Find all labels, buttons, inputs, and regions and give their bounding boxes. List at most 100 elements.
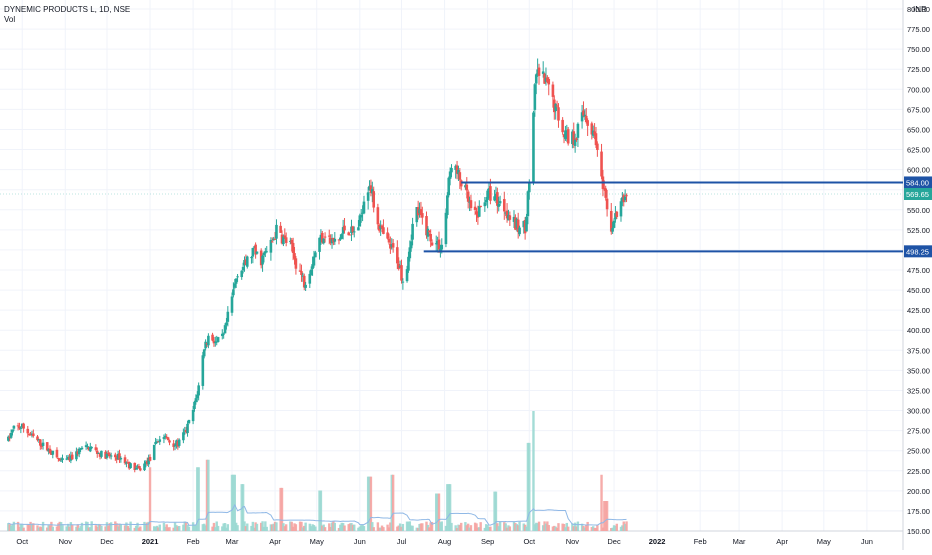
candle-body <box>489 186 492 201</box>
volume-bar <box>430 521 434 531</box>
volume-bar <box>265 526 268 531</box>
candle-body <box>7 436 10 441</box>
candle-body <box>125 462 128 464</box>
volume-bar <box>264 521 267 531</box>
legend: DYNEMIC PRODUCTS L, 1D, NSE Vol <box>4 5 130 25</box>
volume-bar <box>273 521 277 531</box>
volume-bar <box>479 522 482 531</box>
candle-body <box>580 112 584 122</box>
candle-body <box>440 244 444 250</box>
volume-bar <box>386 524 389 531</box>
candle-body <box>11 429 14 433</box>
price-tick-label: 275.00 <box>907 427 930 436</box>
candle-body <box>496 192 499 206</box>
time-tick-label: Mar <box>226 537 239 546</box>
volume-bar <box>562 523 566 531</box>
candle-body <box>486 190 489 200</box>
volume-bar <box>389 522 392 531</box>
volume-bar <box>440 521 443 531</box>
candle-body <box>458 172 462 180</box>
volume-bar <box>212 522 216 531</box>
volume-bar <box>333 522 337 531</box>
candle-body <box>457 170 460 175</box>
volume-bar <box>610 527 613 531</box>
volume-bar <box>547 525 550 531</box>
volume-bar <box>27 525 31 531</box>
candle-body <box>109 455 113 457</box>
candle-body <box>387 238 391 243</box>
time-tick-label: 2021 <box>142 537 159 546</box>
candle-body <box>119 458 123 460</box>
candle-body <box>312 256 316 266</box>
price-tick-label: 775.00 <box>907 25 930 34</box>
candle-body <box>562 134 566 138</box>
volume-bar <box>58 521 61 531</box>
candle-body <box>232 289 235 296</box>
volume-bar <box>291 526 295 531</box>
candle-body <box>573 139 577 146</box>
level-price-label-bg <box>904 176 932 189</box>
volume-bar <box>537 521 541 531</box>
candle-body <box>175 440 178 446</box>
volume-bar <box>318 490 321 531</box>
candle-body <box>408 247 412 259</box>
candle-body <box>265 251 269 253</box>
volume-bar <box>250 525 253 531</box>
candle-body <box>59 460 63 462</box>
candle-body <box>137 466 141 469</box>
candle-body <box>40 445 43 447</box>
volume-bar <box>444 525 448 531</box>
volume-bar <box>576 521 580 531</box>
candle-body <box>483 202 487 207</box>
volume-bar <box>314 526 317 531</box>
price-tick-label: 450.00 <box>907 286 930 295</box>
candle-body <box>166 437 170 441</box>
candle-body <box>398 266 402 268</box>
candle-body <box>270 241 274 243</box>
volume-bar <box>232 474 235 531</box>
volume-bar <box>211 526 214 531</box>
price-tick-label: 650.00 <box>907 125 930 134</box>
volume-bar <box>298 521 302 531</box>
candle-body <box>339 237 342 240</box>
candle-body <box>401 281 405 283</box>
candle-body <box>134 468 138 470</box>
volume-bar <box>84 521 88 531</box>
candle-body <box>245 256 249 267</box>
candle-body <box>308 273 312 284</box>
candle-body <box>516 219 520 233</box>
volume-bar <box>339 524 342 531</box>
candle-body <box>425 216 428 236</box>
time-tick-label: Jun <box>354 537 366 546</box>
volume-bar <box>261 521 264 531</box>
time-tick-label: May <box>310 537 324 546</box>
candle-body <box>302 275 306 288</box>
volume-bar <box>22 527 25 531</box>
volume-bar <box>8 524 11 531</box>
volume-bar <box>515 524 518 531</box>
candle-body <box>12 425 16 429</box>
candle-body <box>205 342 209 345</box>
candle-body <box>207 335 210 346</box>
candle-body <box>409 241 413 249</box>
candle-body <box>251 247 255 257</box>
volume-bar <box>75 526 78 531</box>
volume-bar <box>566 526 570 531</box>
volume-bar <box>469 525 473 531</box>
candle-body <box>497 204 501 207</box>
volume-bar <box>360 525 363 531</box>
price-tick-label: 475.00 <box>907 266 930 275</box>
symbol-title[interactable]: DYNEMIC PRODUCTS L, 1D, NSE <box>4 5 131 14</box>
volume-bar <box>464 522 467 531</box>
volume-bar <box>244 526 248 531</box>
volume-bar <box>61 525 64 531</box>
candle-body <box>455 165 459 174</box>
volume-bar <box>294 524 298 531</box>
volume-bar <box>155 525 159 531</box>
volume-bar <box>204 525 207 531</box>
volume-bar <box>311 524 314 531</box>
candle-body <box>243 259 246 266</box>
candle-body <box>145 461 149 465</box>
